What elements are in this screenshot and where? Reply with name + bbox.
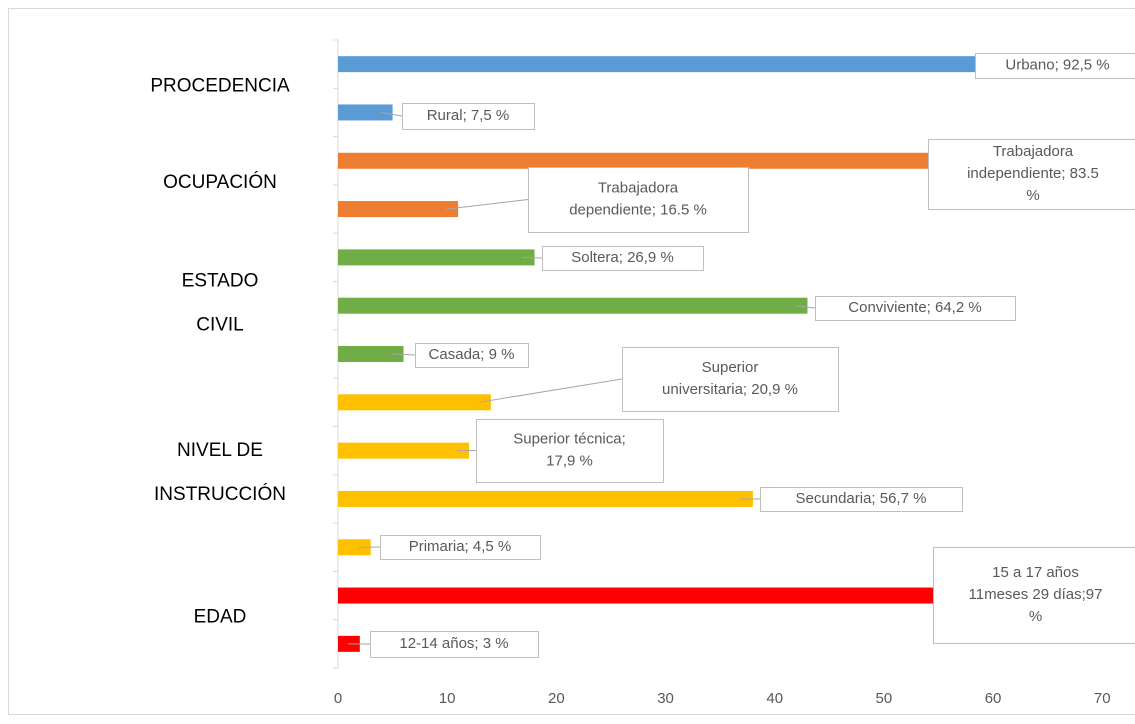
chart-border — [8, 8, 1135, 715]
x-tick-label: 10 — [439, 690, 456, 707]
bar — [338, 297, 808, 314]
label-box — [760, 487, 963, 512]
data-label: 11meses 29 días;97 — [969, 586, 1103, 603]
label-box — [928, 139, 1135, 210]
data-label: Casada; 9 % — [429, 346, 515, 363]
label-box — [415, 343, 529, 368]
leader-line — [446, 199, 529, 210]
data-label: Superior — [702, 359, 759, 376]
bar — [338, 104, 393, 121]
data-label: Rural; 7,5 % — [427, 107, 510, 124]
bar — [338, 346, 404, 362]
x-tick-label: 20 — [548, 690, 565, 707]
data-label: Primaria; 4,5 % — [409, 538, 512, 555]
bar — [338, 249, 535, 266]
group-label: INSTRUCCIÓN — [154, 483, 286, 505]
data-label: 12-14 años; 3 % — [399, 635, 508, 652]
label-box — [542, 246, 704, 271]
data-label: % — [1026, 187, 1039, 204]
data-label: Conviviente; 64,2 % — [848, 299, 981, 316]
label-box — [476, 419, 664, 483]
bar — [338, 539, 371, 556]
label-box — [933, 547, 1135, 644]
data-label: Soltera; 26,9 % — [571, 249, 674, 266]
data-label: Trabajadora — [598, 179, 679, 196]
x-tick-label: 30 — [657, 690, 674, 707]
data-label: Secundaria; 56,7 % — [796, 490, 927, 507]
x-tick-label: 50 — [876, 690, 893, 707]
bar — [338, 490, 753, 507]
data-label: independiente; 83.5 — [967, 165, 1099, 182]
data-label: dependiente; 16.5 % — [569, 201, 707, 218]
data-label: Urbano; 92,5 % — [1005, 56, 1109, 73]
data-label: % — [1029, 608, 1042, 625]
label-box — [815, 296, 1016, 321]
bar — [338, 394, 491, 411]
label-box — [402, 103, 535, 130]
data-label: universitaria; 20,9 % — [662, 381, 798, 398]
leader-line — [380, 111, 403, 117]
label-box — [370, 631, 539, 658]
group-label: CIVIL — [196, 315, 244, 336]
x-tick-label: 60 — [985, 690, 1002, 707]
bar — [338, 201, 459, 218]
label-box — [528, 167, 749, 233]
group-label: NIVEL DE — [177, 440, 263, 461]
bar — [338, 152, 950, 169]
x-tick-label: 40 — [766, 690, 783, 707]
leader-line — [391, 353, 416, 356]
group-label: EDAD — [194, 607, 247, 628]
data-label: 15 a 17 años — [992, 564, 1079, 581]
leader-line — [795, 305, 816, 309]
label-box — [975, 53, 1135, 79]
data-label: Superior técnica; — [513, 430, 626, 447]
label-box — [380, 535, 541, 560]
bar — [338, 56, 1015, 73]
bar — [338, 587, 1048, 604]
x-tick-label: 70 — [1094, 690, 1111, 707]
leader-line — [478, 378, 623, 403]
data-label: 17,9 % — [546, 452, 593, 469]
bar — [338, 442, 470, 459]
group-label: ESTADO — [182, 271, 259, 292]
label-box — [622, 347, 839, 412]
x-tick-label: 0 — [334, 690, 342, 707]
leader-line — [522, 256, 543, 259]
data-label: Trabajadora — [993, 143, 1074, 160]
group-label: PROCEDENCIA — [150, 75, 290, 96]
group-label: OCUPACIÓN — [163, 171, 277, 193]
